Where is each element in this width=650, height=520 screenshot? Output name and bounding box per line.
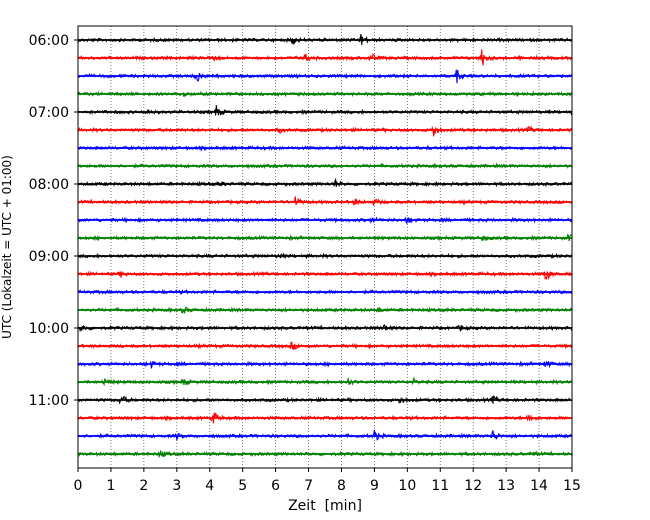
x-tick-label: 0 [74, 478, 83, 494]
x-tick-label: 6 [271, 478, 280, 494]
x-tick-label: 1 [106, 478, 115, 494]
x-tick-label: 15 [563, 478, 581, 494]
y-tick-label: 08:00 [29, 177, 69, 193]
x-axis-ticks: 0 1 2 3 4 5 6 7 8 9 10 11 12 13 14 15 [74, 468, 581, 494]
x-tick-label: 3 [172, 478, 181, 494]
x-tick-label: 12 [464, 478, 482, 494]
y-tick-label: 06:00 [29, 33, 69, 49]
x-tick-label: 2 [139, 478, 148, 494]
y-tick-label: 09:00 [29, 249, 69, 265]
y-axis-ticks: 06:00 07:00 08:00 09:00 10:00 11:00 [29, 33, 78, 409]
x-tick-label: 7 [304, 478, 313, 494]
x-tick-label: 11 [431, 478, 449, 494]
x-tick-label: 8 [337, 478, 346, 494]
y-tick-label: 11:00 [29, 393, 69, 409]
x-tick-label: 14 [530, 478, 548, 494]
x-tick-label: 5 [238, 478, 247, 494]
y-tick-label: 07:00 [29, 105, 69, 121]
x-tick-label: 4 [205, 478, 214, 494]
x-tick-label: 13 [497, 478, 515, 494]
y-tick-label: 10:00 [29, 321, 69, 337]
trace-rows [77, 33, 573, 458]
x-tick-label: 10 [398, 478, 416, 494]
plot-frame [77, 25, 573, 469]
x-axis-label: Zeit [min] [288, 498, 362, 514]
y-axis-label: UTC (Lokalzeit = UTC + 01:00) [0, 155, 14, 339]
x-tick-label: 9 [370, 478, 379, 494]
